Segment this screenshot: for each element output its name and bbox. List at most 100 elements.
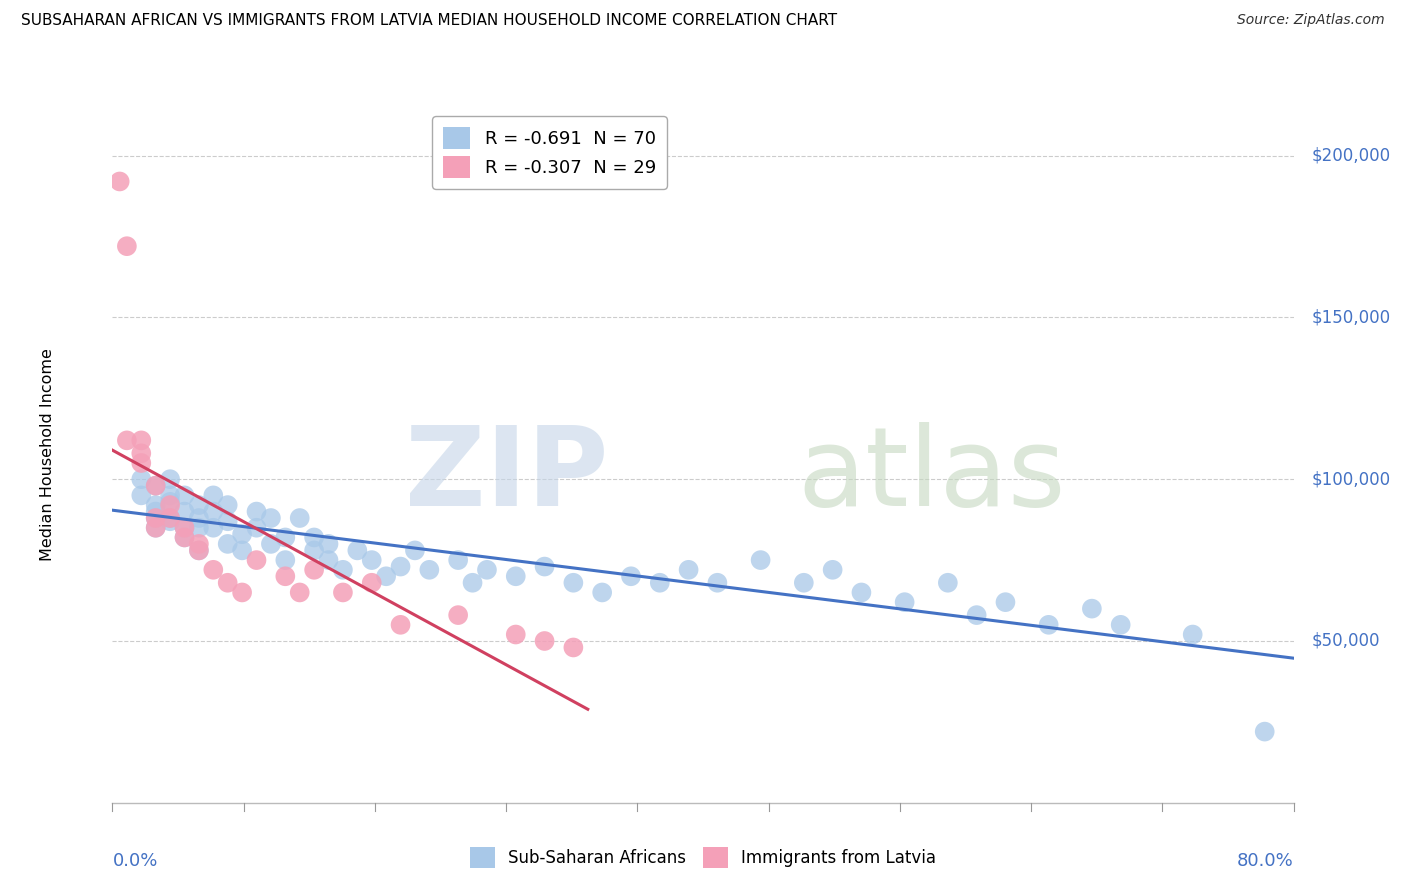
Point: [749, 553, 772, 567]
Point: [475, 563, 498, 577]
Point: [1181, 627, 1204, 641]
Point: [231, 585, 253, 599]
Point: [678, 563, 700, 577]
Point: [893, 595, 915, 609]
Point: [418, 563, 440, 577]
Point: [159, 511, 181, 525]
Point: [217, 514, 239, 528]
Point: [288, 585, 311, 599]
Text: 0.0%: 0.0%: [112, 852, 157, 870]
Point: [159, 495, 181, 509]
Point: [145, 521, 167, 535]
Point: [173, 531, 195, 545]
Point: [994, 595, 1017, 609]
Point: [1081, 601, 1104, 615]
Point: [173, 521, 195, 535]
Point: [173, 531, 195, 545]
Point: [145, 498, 167, 512]
Point: [202, 504, 225, 518]
Point: [217, 498, 239, 512]
Point: [129, 434, 152, 448]
Point: [591, 585, 613, 599]
Point: [793, 575, 815, 590]
Point: [332, 563, 354, 577]
Point: [202, 488, 225, 502]
Point: [505, 569, 527, 583]
Point: [173, 521, 195, 535]
Point: [129, 446, 152, 460]
Point: [245, 553, 267, 567]
Point: [404, 543, 426, 558]
Point: [145, 504, 167, 518]
Point: [389, 617, 412, 632]
Point: [187, 498, 209, 512]
Point: [389, 559, 412, 574]
Point: [187, 537, 209, 551]
Point: [562, 640, 585, 655]
Point: [145, 478, 167, 492]
Text: SUBSAHARAN AFRICAN VS IMMIGRANTS FROM LATVIA MEDIAN HOUSEHOLD INCOME CORRELATION: SUBSAHARAN AFRICAN VS IMMIGRANTS FROM LA…: [21, 13, 837, 29]
Point: [145, 478, 167, 492]
Point: [821, 563, 844, 577]
Point: [159, 498, 181, 512]
Point: [145, 511, 167, 525]
Point: [851, 585, 873, 599]
Point: [302, 531, 325, 545]
Point: [447, 608, 470, 623]
Point: [936, 575, 959, 590]
Point: [318, 553, 340, 567]
Point: [1109, 617, 1132, 632]
Point: [260, 537, 283, 551]
Point: [533, 559, 555, 574]
Point: [505, 627, 527, 641]
Point: [108, 174, 131, 188]
Point: [231, 527, 253, 541]
Point: [159, 514, 181, 528]
Text: Source: ZipAtlas.com: Source: ZipAtlas.com: [1237, 13, 1385, 28]
Point: [533, 634, 555, 648]
Point: [159, 511, 181, 525]
Point: [332, 585, 354, 599]
Point: [260, 511, 283, 525]
Point: [274, 553, 297, 567]
Point: [245, 504, 267, 518]
Point: [274, 569, 297, 583]
Point: [145, 521, 167, 535]
Point: [231, 543, 253, 558]
Point: [360, 553, 382, 567]
Point: [360, 575, 382, 590]
Point: [202, 563, 225, 577]
Point: [187, 543, 209, 558]
Point: [173, 488, 195, 502]
Text: $50,000: $50,000: [1312, 632, 1379, 650]
Point: [217, 537, 239, 551]
Point: [129, 472, 152, 486]
Text: $100,000: $100,000: [1312, 470, 1391, 488]
Point: [1254, 724, 1277, 739]
Point: [187, 543, 209, 558]
Point: [187, 521, 209, 535]
Point: [620, 569, 643, 583]
Point: [318, 537, 340, 551]
Text: ZIP: ZIP: [405, 422, 609, 529]
Point: [375, 569, 398, 583]
Point: [115, 434, 138, 448]
Point: [129, 456, 152, 470]
Point: [706, 575, 728, 590]
Text: Median Household Income: Median Household Income: [39, 349, 55, 561]
Point: [159, 488, 181, 502]
Point: [302, 543, 325, 558]
Point: [966, 608, 988, 623]
Point: [302, 563, 325, 577]
Point: [461, 575, 484, 590]
Text: 80.0%: 80.0%: [1237, 852, 1294, 870]
Point: [346, 543, 368, 558]
Point: [274, 531, 297, 545]
Point: [115, 239, 138, 253]
Point: [173, 504, 195, 518]
Point: [447, 553, 470, 567]
Text: $200,000: $200,000: [1312, 146, 1391, 165]
Point: [288, 511, 311, 525]
Point: [562, 575, 585, 590]
Text: atlas: atlas: [797, 422, 1066, 529]
